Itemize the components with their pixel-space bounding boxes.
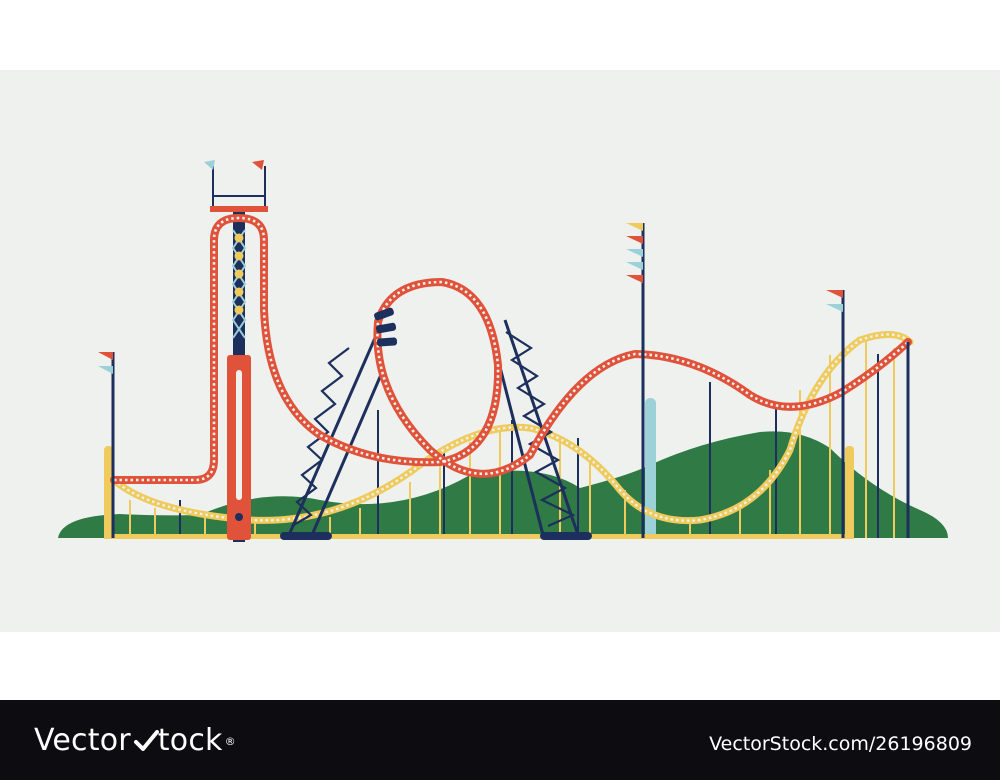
blue-pillar xyxy=(645,398,656,538)
flag-pole-right xyxy=(826,290,845,538)
tower-flag-right xyxy=(252,160,264,170)
coaster-train xyxy=(374,307,398,347)
brand-prefix: Vector xyxy=(34,723,131,758)
illustration xyxy=(0,70,1000,632)
red-track xyxy=(110,214,912,484)
right-support-base xyxy=(540,532,592,540)
tower-platform xyxy=(210,206,268,212)
ground-line xyxy=(104,534,854,539)
brand-suffix: tock xyxy=(157,723,223,758)
flag-pole-left xyxy=(98,352,115,538)
right-fence-post xyxy=(845,446,854,538)
drop-tower xyxy=(204,160,268,542)
left-fence-post xyxy=(104,446,113,538)
watermark-bar: Vector tock ® VectorStock.com/26196809 xyxy=(0,700,1000,780)
registered-mark: ® xyxy=(224,735,236,748)
tower-flag-left xyxy=(204,160,215,170)
flag-pole-middle xyxy=(626,223,645,538)
check-icon xyxy=(133,730,159,751)
vectorstock-logo: Vector tock ® xyxy=(34,722,236,760)
navy-poles xyxy=(179,354,879,538)
image-id: VectorStock.com/26196809 xyxy=(709,733,972,755)
left-support-base xyxy=(280,532,332,540)
yellow-track xyxy=(110,331,914,525)
